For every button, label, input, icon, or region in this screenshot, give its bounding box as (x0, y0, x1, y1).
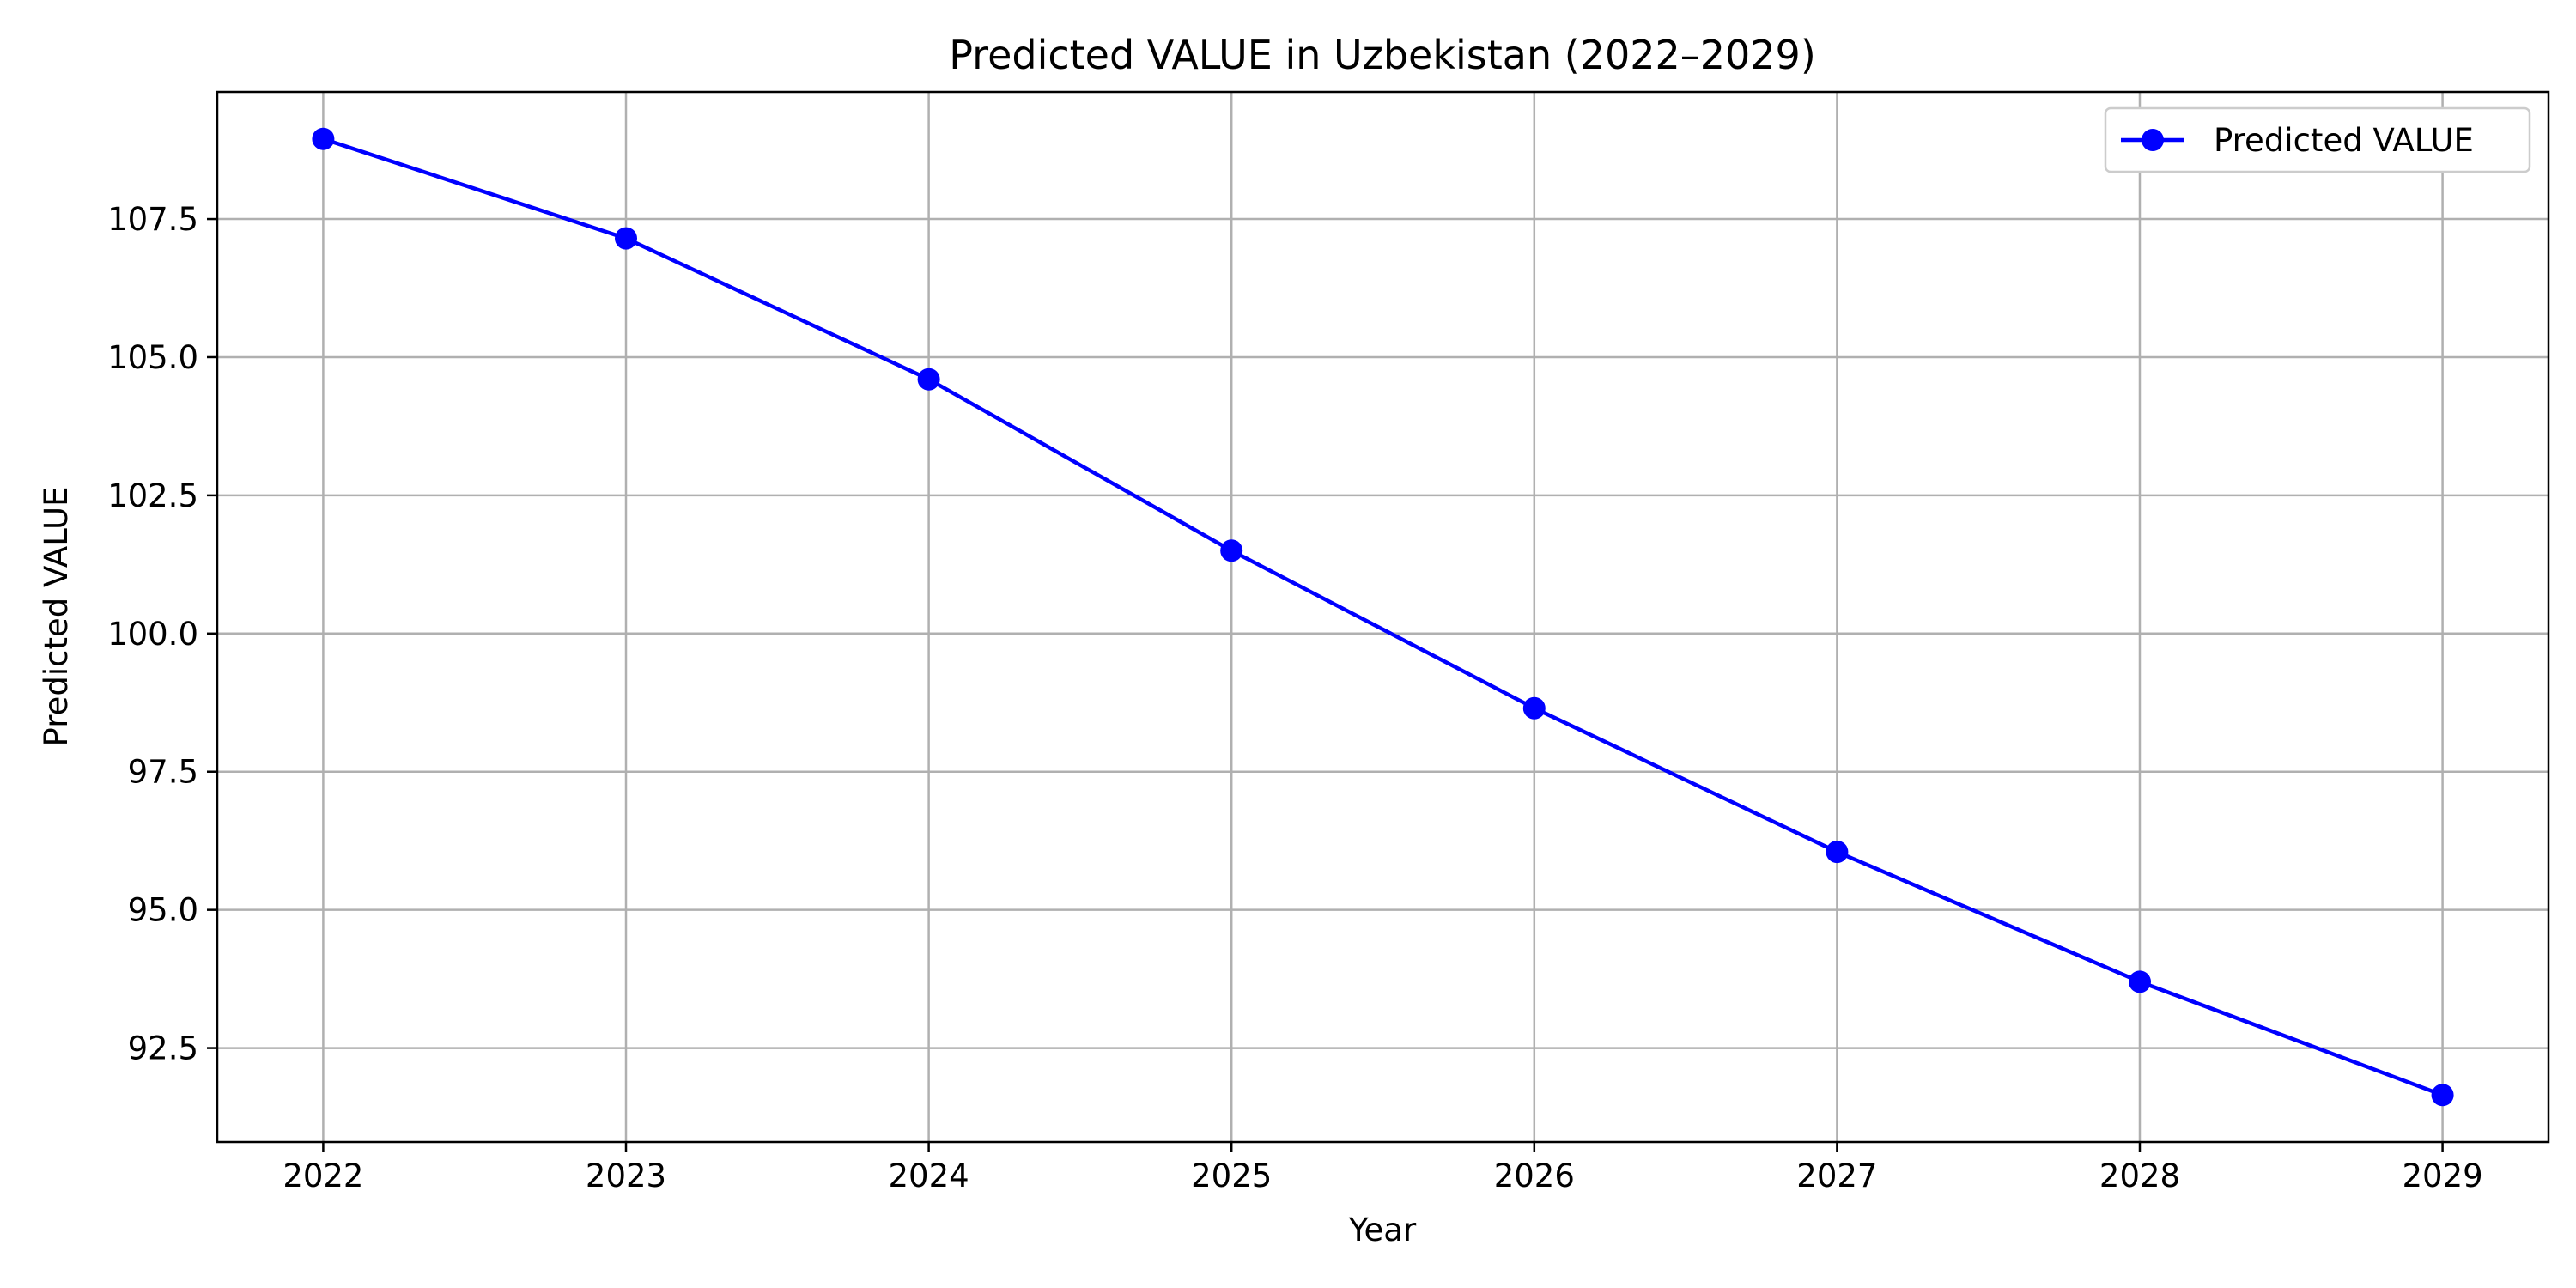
data-point (312, 127, 335, 150)
data-point (917, 368, 940, 391)
x-tick-label: 2023 (586, 1157, 666, 1194)
data-point (2431, 1084, 2454, 1107)
data-point (615, 227, 638, 250)
y-tick-label: 100.0 (107, 616, 198, 653)
legend-label: Predicted VALUE (2214, 122, 2474, 159)
x-tick-label: 2027 (1796, 1157, 1877, 1194)
grid (217, 92, 2549, 1142)
x-tick-label: 2024 (889, 1157, 969, 1194)
series-layer (312, 127, 2454, 1107)
y-tick-label: 92.5 (128, 1030, 198, 1067)
legend: Predicted VALUE (2104, 106, 2531, 173)
chart-title: Predicted VALUE in Uzbekistan (2022–2029… (949, 32, 1816, 78)
x-tick-label: 2022 (283, 1157, 363, 1194)
ticks: 2022 2023 2024 2025 2026 2027 2028 2029 92.5 95.0… (107, 201, 2483, 1194)
data-point (1220, 539, 1243, 562)
x-tick-label: 2029 (2403, 1157, 2483, 1194)
x-axis-label: Year (1348, 1212, 1417, 1249)
data-point (1826, 841, 1849, 864)
legend-marker (2142, 129, 2164, 151)
x-tick-label: 2026 (1494, 1157, 1575, 1194)
y-tick-label: 97.5 (128, 754, 198, 791)
x-tick-label: 2025 (1191, 1157, 1272, 1194)
y-tick-label: 95.0 (128, 892, 198, 929)
axes-frame (216, 90, 2550, 1144)
y-tick-label: 107.5 (107, 201, 198, 238)
x-tick-label: 2028 (2099, 1157, 2180, 1194)
y-tick-label: 102.5 (107, 477, 198, 514)
data-point (2128, 970, 2151, 993)
data-point (1522, 696, 1546, 720)
legend-box (2104, 106, 2531, 173)
series-line (322, 137, 2444, 1097)
y-axis-label: Predicted VALUE (38, 487, 75, 747)
y-tick-label: 105.0 (107, 339, 198, 376)
